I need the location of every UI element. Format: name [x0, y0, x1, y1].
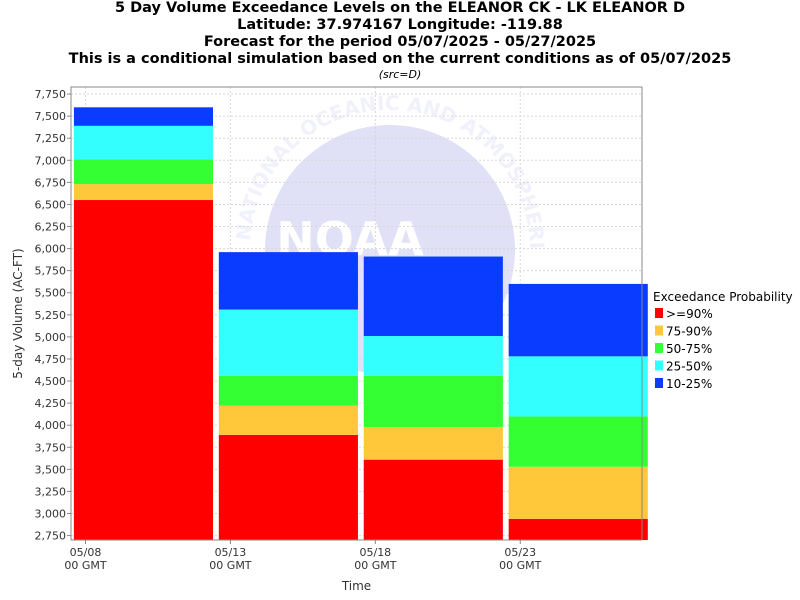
bar-segment-2-4 — [218, 309, 358, 376]
x-tick-label: 05/18 — [359, 546, 391, 559]
x-tick-label: 05/13 — [215, 546, 247, 559]
y-tick-label: 6,500 — [35, 198, 67, 211]
bar-segment-3-3 — [363, 375, 503, 427]
y-tick-label: 4,000 — [35, 419, 67, 432]
legend-item-label: 25-50% — [666, 360, 712, 374]
legend-swatch — [655, 360, 663, 371]
y-tick-label: 6,250 — [35, 221, 67, 234]
bar-segment-1-4 — [73, 125, 214, 160]
y-tick-label: 7,250 — [35, 132, 67, 145]
y-tick-label: 5,250 — [35, 309, 67, 322]
bar-segment-3-4 — [363, 336, 503, 376]
y-tick-label: 5,750 — [35, 265, 67, 278]
legend-item-label: 75-90% — [666, 325, 712, 339]
y-tick-label: 3,750 — [35, 441, 67, 454]
x-tick-label: 05/08 — [70, 546, 102, 559]
legend: Exceedance Probability >=90% 75-90% 50-75% 2… — [653, 290, 793, 391]
y-axis-title: 5-day Volume (AC-FT) — [11, 248, 25, 378]
bar-segment-2-1 — [218, 434, 358, 540]
y-tick-label: 5,500 — [35, 287, 67, 300]
chart-title: 5 Day Volume Exceedance Levels on the EL… — [114, 0, 686, 16]
bar-segment-2-5 — [218, 252, 358, 310]
chart-header: 5 Day Volume Exceedance Levels on the EL… — [0, 0, 800, 82]
y-tick-label: 7,000 — [35, 154, 67, 167]
y-tick-label: 2,750 — [35, 530, 67, 543]
bar-segment-2-2 — [218, 405, 358, 435]
x-axis-title: Time — [341, 579, 371, 593]
bar-segment-1-2 — [73, 184, 214, 201]
legend-swatch — [655, 343, 663, 353]
bar-segment-3-1 — [363, 459, 503, 540]
bar-segment-4-2 — [508, 466, 648, 519]
legend-swatch — [655, 325, 663, 336]
chart-source-note: (src=D) — [378, 68, 422, 81]
chart-condition-note: This is a conditional simulation based o… — [68, 51, 732, 67]
legend-title: Exceedance Probability — [653, 290, 793, 304]
y-tick-label: 3,500 — [35, 463, 67, 476]
x-tick-sublabel: 00 GMT — [64, 559, 107, 572]
bar-segment-4-4 — [508, 356, 648, 417]
legend-swatch — [655, 378, 663, 388]
chart-location: Latitude: 37.974167 Longitude: -119.88 — [237, 17, 563, 33]
bar-series — [73, 107, 648, 540]
y-tick-label: 3,250 — [35, 485, 67, 498]
legend-item-label: 10-25% — [666, 377, 712, 391]
x-tick-sublabel: 00 GMT — [209, 559, 252, 572]
chart-period: Forecast for the period 05/07/2025 - 05/… — [203, 34, 597, 50]
y-tick-label: 6,000 — [35, 243, 67, 256]
bar-segment-1-3 — [73, 159, 214, 185]
y-tick-label: 7,750 — [35, 88, 67, 101]
y-tick-label: 4,250 — [35, 397, 67, 410]
legend-item-label: 50-75% — [666, 342, 712, 356]
bar-segment-3-5 — [363, 256, 503, 337]
bar-segment-4-3 — [508, 416, 648, 467]
bar-segment-1-1 — [73, 200, 214, 540]
y-tick-label: 4,750 — [35, 353, 67, 366]
x-tick-sublabel: 00 GMT — [354, 559, 397, 572]
bar-segment-1-5 — [73, 107, 214, 126]
legend-swatch — [655, 308, 663, 318]
y-tick-label: 6,750 — [35, 176, 67, 189]
x-tick-label: 05/23 — [504, 546, 536, 559]
bar-segment-4-1 — [508, 518, 648, 540]
y-tick-label: 5,000 — [35, 331, 67, 344]
x-tick-sublabel: 00 GMT — [499, 559, 542, 572]
legend-item-label: >=90% — [666, 307, 713, 321]
axes: 2,750 3,000 3,250 3,500 3,750 4,000 4,250 4,500… — [11, 86, 643, 593]
bar-segment-2-3 — [218, 375, 358, 406]
plot-frame — [70, 86, 643, 541]
bar-segment-4-5 — [508, 283, 648, 357]
y-tick-label: 3,000 — [35, 508, 67, 521]
y-tick-label: 7,500 — [35, 110, 67, 123]
y-tick-label: 4,500 — [35, 375, 67, 388]
bar-segment-3-2 — [363, 426, 503, 460]
